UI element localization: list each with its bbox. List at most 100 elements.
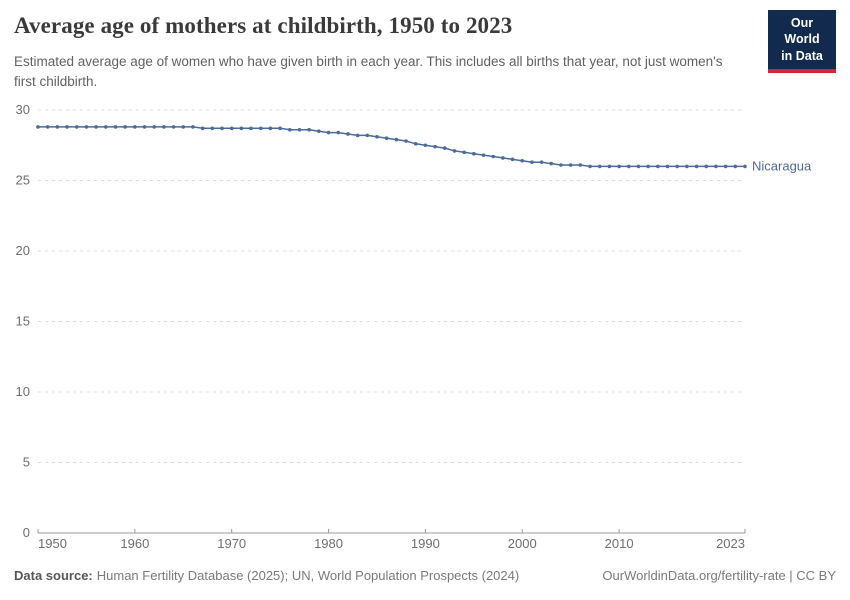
y-tick-label: 25: [16, 173, 30, 188]
data-point: [520, 158, 525, 163]
data-point: [365, 133, 370, 138]
data-point: [307, 127, 311, 132]
data-point: [442, 146, 447, 150]
y-tick-label: 20: [16, 243, 30, 258]
data-point: [394, 137, 399, 142]
x-tick-label: 2023: [716, 536, 745, 551]
data-point: [384, 136, 389, 140]
series-end-label: Nicaragua: [752, 158, 812, 173]
data-point: [646, 164, 650, 169]
data-point: [462, 150, 466, 155]
owid-logo-line1: Our World: [784, 16, 820, 47]
data-point: [481, 153, 486, 157]
data-point: [636, 164, 641, 169]
data-point: [55, 125, 60, 129]
chart-subtitle: Estimated average age of women who have …: [14, 54, 723, 89]
data-point: [578, 163, 583, 167]
data-point: [452, 149, 457, 153]
data-point: [539, 160, 544, 164]
data-point: [152, 125, 157, 129]
data-source-note: Data source: Human Fertility Database (20…: [14, 568, 519, 583]
data-point: [36, 125, 40, 129]
data-point: [510, 157, 515, 162]
data-point: [317, 129, 321, 133]
data-point: [626, 164, 631, 169]
x-tick-label: 1960: [120, 536, 149, 551]
data-point: [530, 160, 534, 164]
y-tick-label: 5: [23, 455, 30, 470]
data-point: [220, 126, 224, 131]
data-point: [133, 125, 137, 129]
data-point: [685, 164, 689, 169]
data-point: [249, 126, 253, 131]
data-point: [404, 139, 408, 143]
data-point: [288, 127, 292, 132]
data-point: [568, 163, 573, 167]
data-point: [200, 126, 205, 131]
data-point: [723, 164, 728, 169]
data-point: [84, 125, 89, 129]
data-source-value: Human Fertility Database (2025); UN, Wor…: [96, 568, 520, 583]
y-tick-label: 10: [16, 384, 30, 399]
data-point: [656, 164, 660, 169]
data-point: [423, 143, 428, 148]
data-point: [733, 164, 738, 169]
data-point: [142, 125, 147, 129]
data-point: [181, 125, 186, 129]
x-tick-label: 1990: [411, 536, 440, 551]
data-point: [433, 144, 437, 149]
data-point: [239, 126, 244, 131]
x-tick-label: 1950: [38, 536, 67, 551]
data-point: [617, 164, 621, 169]
data-point: [675, 164, 680, 169]
attribution-link[interactable]: OurWorldinData.org/fertility-rate | CC B…: [602, 568, 836, 583]
data-point: [123, 125, 127, 129]
x-tick-label: 2010: [605, 536, 634, 551]
data-point: [326, 130, 331, 135]
data-point: [268, 126, 273, 131]
data-point: [258, 126, 263, 131]
y-tick-label: 0: [23, 525, 30, 540]
line-chart[interactable]: 0 5 10 15 20 25 30 1950 1960 1970 1980 1990 2000 2010…: [0, 0, 850, 560]
x-tick-label: 2000: [508, 536, 537, 551]
data-point: [171, 125, 176, 129]
data-point: [665, 164, 670, 169]
owid-logo[interactable]: Our World in Data: [768, 10, 836, 73]
data-point: [491, 154, 495, 159]
data-point: [45, 125, 50, 129]
data-point: [346, 132, 350, 136]
data-source-label: Data source:: [14, 568, 93, 583]
data-point: [210, 126, 215, 131]
owid-logo-line2: in Data: [781, 48, 823, 63]
y-tick-label: 30: [16, 102, 30, 117]
data-point: [94, 125, 98, 129]
data-point: [472, 151, 476, 156]
x-tick-label: 1970: [217, 536, 246, 551]
data-point: [191, 125, 195, 129]
y-tick-label: 15: [16, 314, 30, 329]
data-point: [229, 126, 234, 131]
data-point: [597, 164, 602, 169]
data-point: [65, 125, 69, 129]
data-point: [549, 161, 554, 166]
data-point: [588, 164, 592, 169]
data-point: [714, 164, 718, 169]
data-point: [694, 164, 699, 169]
x-tick-label: 1980: [314, 536, 343, 551]
data-point: [278, 126, 282, 131]
data-point: [297, 127, 302, 132]
data-point: [355, 133, 360, 138]
data-point: [704, 164, 709, 169]
data-point: [336, 130, 341, 135]
data-point: [607, 164, 612, 169]
data-point: [103, 125, 108, 129]
data-line: [38, 126, 745, 168]
data-point: [413, 142, 418, 146]
page-title: Average age of mothers at childbirth, 19…: [14, 13, 513, 38]
data-point: [162, 125, 166, 129]
data-point: [113, 125, 118, 129]
data-point: [501, 156, 505, 160]
data-point: [743, 164, 747, 169]
data-point: [559, 163, 563, 167]
data-point: [74, 125, 79, 129]
